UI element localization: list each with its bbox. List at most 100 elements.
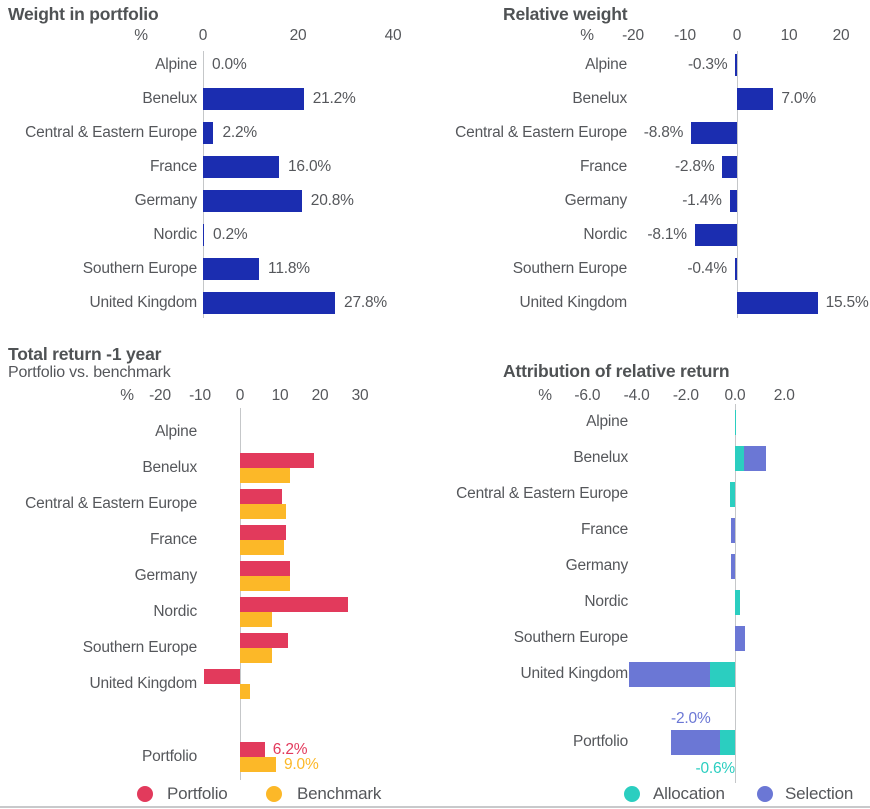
- value-label: 21.2%: [312, 90, 356, 107]
- bar-selection: [731, 553, 735, 579]
- chart-title: Relative weight: [503, 4, 628, 24]
- axis-tick-label: -2.0: [672, 387, 699, 404]
- bar-allocation: [710, 661, 735, 687]
- panel-attribution: Attribution of relative return % -6.0 -4.0…: [435, 340, 870, 809]
- category-label: France: [580, 521, 628, 538]
- value-label: 0.0%: [212, 56, 247, 73]
- bar-allocation: [735, 409, 737, 435]
- category-label: Central & Eastern Europe: [455, 124, 627, 141]
- selection-legend-dot: [757, 786, 773, 802]
- bar-benchmark: [240, 504, 286, 519]
- axis-tick-label: 0.0: [724, 387, 746, 404]
- value-label: -8.8%: [643, 124, 684, 141]
- bar-selection: [735, 625, 745, 651]
- value-label: 16.0%: [288, 158, 331, 175]
- category-label: France: [149, 531, 197, 548]
- relative-weight-bar: [737, 292, 818, 314]
- bar-portfolio: [240, 489, 282, 504]
- summary-value-label: -2.0%: [671, 709, 711, 727]
- value-label: 11.8%: [268, 260, 310, 277]
- category-label: France: [149, 158, 197, 175]
- portfolio-legend-dot: [137, 786, 153, 802]
- chart-subtitle: Portfolio vs. benchmark: [8, 364, 171, 381]
- bar-allocation: [735, 589, 740, 615]
- axis-tick-label: 0: [235, 387, 245, 404]
- chart-title: Attribution of relative return: [503, 361, 730, 381]
- category-label: Nordic: [153, 226, 197, 243]
- weight-in-portfolio-bar: [203, 224, 204, 246]
- axis-tick-label: 30: [351, 387, 369, 404]
- relative-weight-bar: [735, 54, 737, 76]
- relative-weight-bar: [737, 88, 774, 110]
- summary-value-label: -0.6%: [695, 759, 736, 777]
- panel-relative-weight: Relative weight % -20 -10 0 10 20 Alpine -0.3% B…: [435, 0, 870, 335]
- summary-bar-allocation: [720, 729, 735, 755]
- axis-tick-label: -6.0: [574, 387, 601, 404]
- axis-tick-label: 2.0: [773, 387, 795, 404]
- axis-unit-label: %: [134, 27, 148, 44]
- summary-value-label: 9.0%: [284, 756, 319, 773]
- weight-in-portfolio-bar: [203, 88, 304, 110]
- axis-tick-label: 10: [271, 387, 289, 404]
- category-label: Benelux: [573, 449, 628, 466]
- category-label: Nordic: [584, 593, 628, 610]
- value-label: 20.8%: [310, 192, 354, 209]
- relative-weight-bar: [694, 224, 737, 246]
- axis-tick-label: -20: [149, 387, 171, 404]
- axis-tick-label: 20: [832, 27, 850, 44]
- axis-tick-label: 20: [289, 27, 307, 44]
- value-label: 27.8%: [344, 294, 387, 311]
- bar-portfolio: [240, 633, 288, 648]
- bar-benchmark: [240, 576, 290, 591]
- summary-bar-selection: [671, 729, 721, 755]
- bar-allocation: [735, 445, 744, 471]
- axis-tick-label: -10: [674, 27, 696, 44]
- summary-bar-benchmark: [240, 757, 276, 772]
- legend-label: Allocation: [653, 784, 725, 803]
- bar-benchmark: [240, 684, 250, 699]
- zero-axis-line: [203, 51, 204, 318]
- value-label: -0.3%: [687, 56, 728, 73]
- axis-tick-label: -10: [189, 387, 211, 404]
- chart-weight-in-portfolio: % 0 20 40 Alpine 0.0% Benelux 21.2% Central & Ea…: [0, 0, 435, 335]
- relative-weight-bar: [734, 258, 737, 280]
- category-label: Nordic: [153, 603, 197, 620]
- bar-portfolio: [240, 561, 290, 576]
- bar-selection: [731, 517, 735, 543]
- summary-bar-portfolio: [240, 742, 265, 757]
- relative-weight-bar: [729, 190, 737, 212]
- category-label: Benelux: [572, 90, 627, 107]
- allocation-legend-dot: [624, 786, 640, 802]
- category-label: United Kingdom: [519, 294, 628, 311]
- category-label: United Kingdom: [89, 294, 198, 311]
- summary-row-label: Portfolio: [572, 733, 628, 750]
- bar-benchmark: [240, 540, 284, 555]
- category-label: Germany: [134, 192, 198, 209]
- panel-weight-in-portfolio: Weight in portfolio % 0 20 40 Alpine 0.0% Bene…: [0, 0, 435, 335]
- category-label: Alpine: [586, 413, 628, 430]
- bar-benchmark: [240, 468, 290, 483]
- bar-portfolio: [204, 669, 240, 684]
- axis-tick-label: 0: [198, 27, 208, 44]
- relative-weight-bar: [722, 156, 737, 178]
- value-label: -1.4%: [682, 192, 722, 209]
- category-label: Central & Eastern Europe: [25, 124, 197, 141]
- legend-label: Benchmark: [297, 784, 382, 803]
- bar-allocation: [730, 481, 735, 507]
- bar-portfolio: [240, 597, 348, 612]
- category-label: Germany: [564, 192, 628, 209]
- category-label: United Kingdom: [89, 675, 198, 692]
- axis-tick-label: 10: [780, 27, 798, 44]
- legend-label: Selection: [785, 784, 854, 803]
- zero-axis-line: [737, 51, 738, 318]
- bar-portfolio: [240, 525, 286, 540]
- bar-portfolio: [240, 453, 314, 468]
- category-label: Central & Eastern Europe: [25, 495, 197, 512]
- category-label: Alpine: [155, 56, 197, 73]
- category-label: Southern Europe: [513, 629, 628, 646]
- category-label: Benelux: [142, 90, 197, 107]
- category-label: Nordic: [583, 226, 627, 243]
- weight-in-portfolio-bar: [203, 156, 279, 178]
- weight-in-portfolio-bar: [203, 122, 214, 144]
